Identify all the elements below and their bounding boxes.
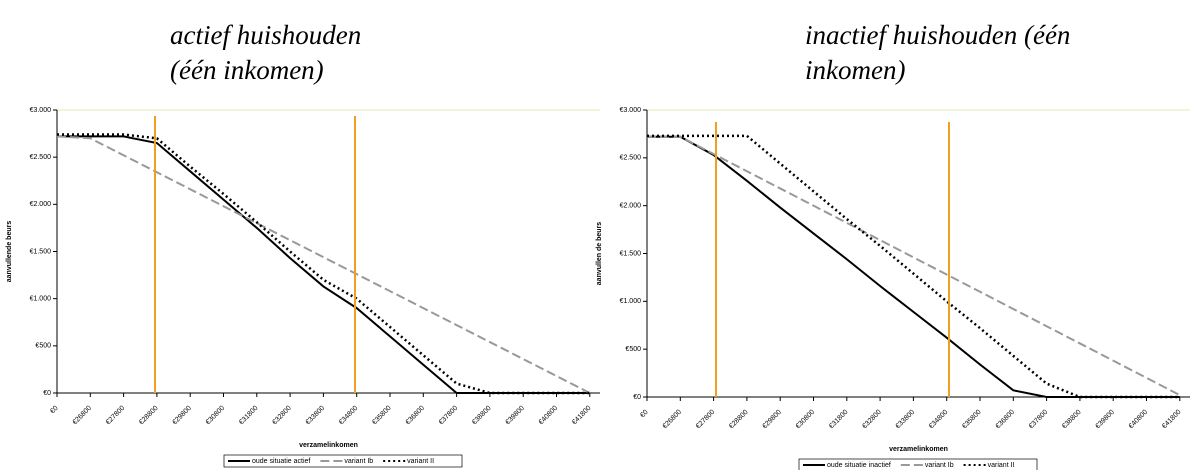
chart-title: actief huishouden [170, 20, 361, 50]
y-axis-label: aanvullende beurs [6, 221, 13, 283]
x-tick-label: €37800 [438, 405, 460, 427]
y-tick-label: €2.000 [30, 201, 52, 208]
x-tick-label: €39800 [1094, 409, 1116, 431]
x-tick-label: €35800 [961, 409, 983, 431]
y-tick-label: €500 [625, 346, 641, 353]
x-tick-label: €32800 [271, 405, 293, 427]
x-tick-label: €38800 [1061, 409, 1083, 431]
x-tick-label: €33800 [305, 405, 327, 427]
y-tick-label: €500 [35, 343, 51, 350]
x-tick-label: €27800 [105, 405, 127, 427]
chart-title: inkomen) [805, 55, 905, 85]
x-tick-label: €26800 [72, 405, 94, 427]
x-tick-label: €41800 [571, 405, 593, 427]
series-line [57, 133, 590, 395]
x-tick-label: €35800 [371, 405, 393, 427]
x-tick-label: €41800 [1161, 409, 1183, 431]
legend-label: variant Ib [344, 458, 373, 465]
y-tick-label: €1.500 [30, 248, 52, 255]
y-tick-label: €0 [633, 394, 641, 401]
y-tick-label: €2.500 [30, 154, 52, 161]
x-tick-label: €30800 [205, 405, 227, 427]
x-axis-label: verzamelinkomen [889, 446, 948, 453]
legend-label: oude situatie actief [252, 458, 310, 465]
series-line [647, 135, 1181, 396]
legend-label: variant II [407, 458, 434, 465]
legend-label: variant Ib [925, 462, 954, 469]
y-axis-label: aanvullen de beurs [596, 222, 603, 286]
x-tick-label: €30800 [795, 409, 817, 431]
x-tick-label: €29800 [171, 405, 193, 427]
x-tick-label: €29800 [761, 409, 783, 431]
y-tick-label: €3.000 [620, 107, 642, 114]
legend-label: oude situatie inactief [827, 462, 891, 469]
x-tick-label: €0 [49, 405, 60, 416]
series-line [57, 135, 590, 394]
x-tick-label: €33800 [895, 409, 917, 431]
chart-title: inactief huishouden (één [805, 20, 1070, 50]
chart: actief huishouden (één inkomen) €0 €500 €1.0… [6, 20, 600, 468]
y-tick-label: €1.000 [620, 298, 642, 305]
x-tick-label: €34800 [928, 409, 950, 431]
series-line [647, 134, 1180, 399]
x-tick-label: €28800 [728, 409, 750, 431]
x-tick-label: €40800 [1128, 409, 1150, 431]
y-tick-label: €3.000 [30, 107, 52, 114]
x-tick-label: €37800 [1028, 409, 1050, 431]
legend-box [798, 458, 1038, 470]
y-tick-label: €1.000 [30, 296, 52, 303]
series-line [56, 135, 591, 394]
x-tick-label: €40800 [538, 405, 560, 427]
x-tick-label: €27800 [695, 409, 717, 431]
y-tick-label: €2.000 [620, 203, 642, 210]
chart: inactief huishouden (één inkomen) €0 €500 €1… [596, 20, 1190, 470]
x-tick-label: €36800 [995, 409, 1017, 431]
series-line [647, 135, 1180, 398]
x-tick-label: €0 [639, 409, 650, 420]
y-tick-label: €0 [43, 390, 51, 397]
x-tick-label: €38800 [471, 405, 493, 427]
x-tick-label: €39800 [504, 405, 526, 427]
x-tick-label: €26800 [662, 409, 684, 431]
x-tick-label: €31800 [828, 409, 850, 431]
x-tick-label: €31800 [238, 405, 260, 427]
legend-label: variant II [988, 462, 1015, 469]
x-axis-label: verzamelinkomen [299, 442, 358, 449]
x-tick-label: €34800 [338, 405, 360, 427]
y-tick-label: €2.500 [620, 155, 642, 162]
legend-box [223, 454, 463, 468]
x-tick-label: €36800 [405, 405, 427, 427]
y-tick-label: €1.500 [620, 250, 642, 257]
chart-title: (één inkomen) [170, 55, 324, 85]
x-tick-label: €32800 [861, 409, 883, 431]
x-tick-label: €28800 [138, 405, 160, 427]
